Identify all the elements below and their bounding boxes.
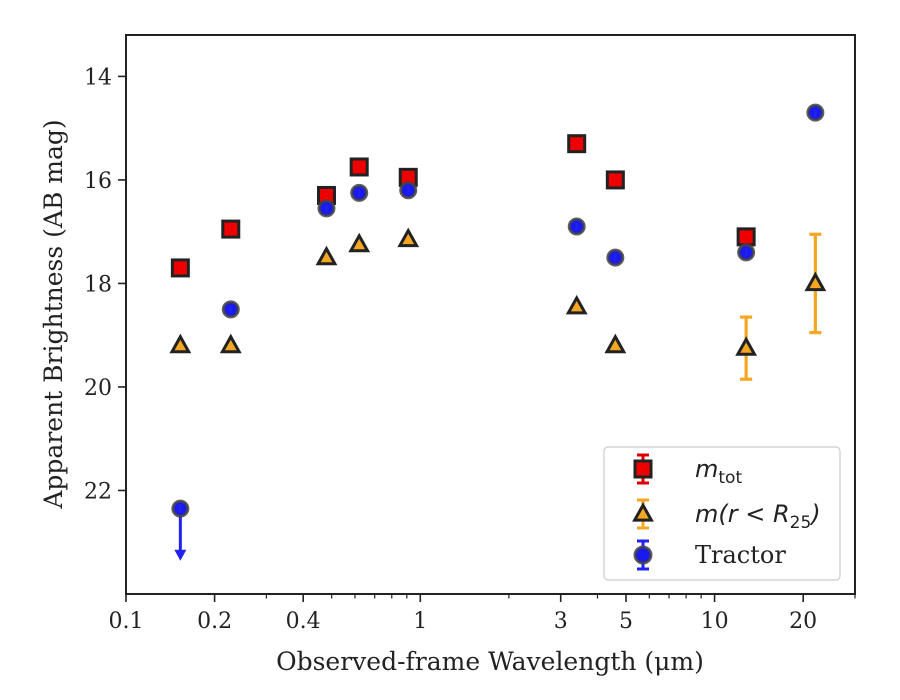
plot-area [125,34,856,595]
y-axis: 14 16 18 20 22 [84,65,126,504]
legend: mtot m(r < R25) Tractor [603,446,841,581]
x-axis-title: Observed-frame Wavelength (μm) [276,647,704,676]
data-point [170,258,190,278]
x-tick-label: 10 [701,609,729,634]
data-point [219,333,242,354]
x-tick-label: 20 [789,609,817,634]
legend-label: Tractor [695,541,786,569]
data-point [736,227,756,247]
legend-marker [633,545,653,565]
x-tick-label: 1 [413,609,427,634]
x-tick-label: 3 [554,609,568,634]
plot-frame [125,34,856,595]
x-tick-label: 5 [619,609,633,634]
y-tick-label: 18 [84,272,112,297]
data-point [567,134,587,154]
x-tick-label: 0.4 [286,609,321,634]
series-triangle [169,227,827,381]
data-point [221,219,241,239]
data-point [349,157,369,177]
legend-label: m(r < R25) [695,500,821,533]
legend-marker [632,502,654,522]
legend-marker [633,459,653,479]
y-tick-label: 16 [84,169,112,194]
data-point [604,333,627,354]
data-point [348,232,371,253]
data-point [397,227,420,248]
data-point [315,245,338,266]
y-tick-label: 20 [84,376,112,401]
y-axis-title: Apparent Brightness (AB mag) [39,119,68,509]
upper-limit-arrowhead [174,549,187,561]
x-tick-label: 0.1 [109,609,144,634]
y-tick-label: 22 [84,479,112,504]
data-point [804,271,827,292]
x-tick-label: 0.2 [197,609,232,634]
series-circle [171,103,825,561]
data-layer [169,103,827,561]
x-axis: 0.1 0.2 0.4 1 3 5 10 20 [109,594,856,634]
legend-label: mtot [695,455,742,488]
series-square [170,134,756,278]
data-point [565,294,588,315]
y-tick-label: 14 [84,65,112,90]
data-point [169,333,192,354]
data-point [605,170,625,190]
data-point [735,336,758,356]
legend-box [603,446,841,581]
